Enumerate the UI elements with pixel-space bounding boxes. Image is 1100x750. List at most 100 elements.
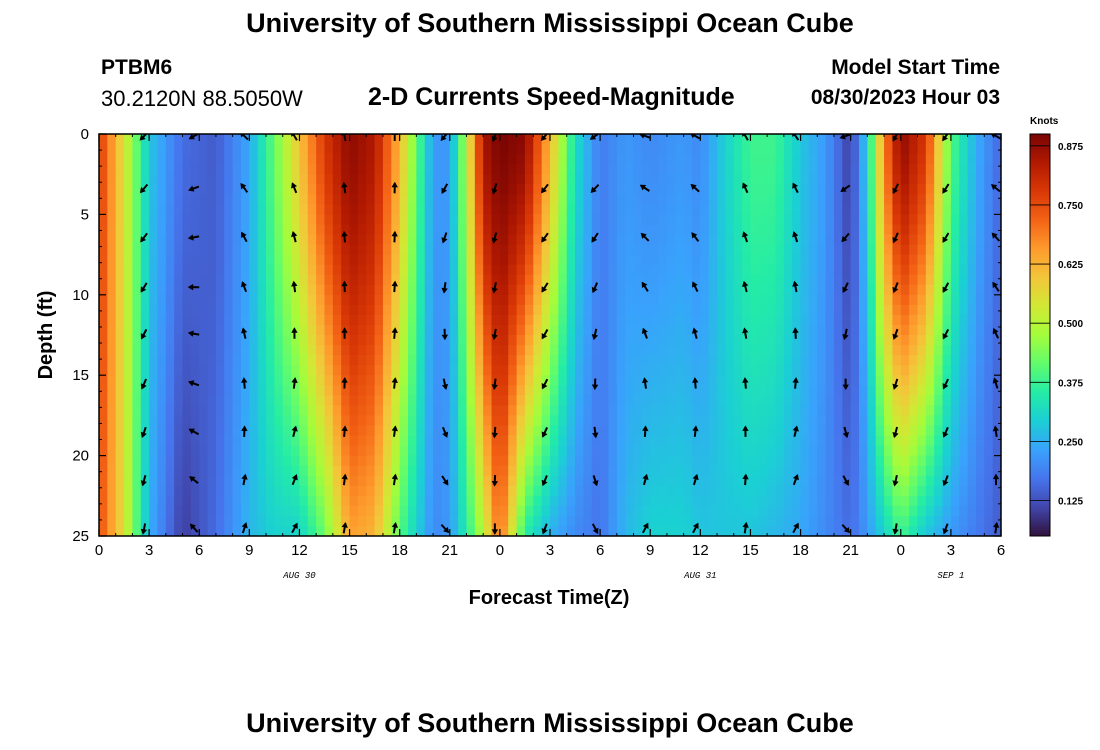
heatmap-cell — [249, 264, 259, 276]
current-arrow — [892, 426, 899, 439]
heatmap-cell — [474, 314, 484, 326]
heatmap-cell — [357, 274, 367, 286]
heatmap-cell — [374, 415, 384, 427]
heatmap-cell — [449, 224, 459, 236]
heatmap-cell — [182, 224, 192, 236]
heatmap-cell — [124, 425, 134, 437]
heatmap-cell — [683, 144, 693, 155]
heatmap-cell — [909, 204, 919, 215]
arrow-head — [942, 236, 949, 243]
heatmap-cell — [742, 435, 752, 447]
heatmap-cell — [249, 485, 259, 497]
heatmap-cell — [491, 385, 501, 396]
heatmap-cell — [859, 435, 868, 447]
heatmap-cell — [508, 274, 518, 286]
heatmap-cell — [399, 164, 409, 175]
heatmap-cell — [783, 284, 793, 296]
heatmap-cell — [124, 214, 134, 226]
heatmap-cell — [641, 144, 651, 155]
heatmap-cell — [758, 495, 768, 507]
heatmap-cell — [466, 505, 476, 517]
heatmap-cell — [942, 515, 952, 527]
heatmap-cell — [833, 144, 843, 155]
heatmap-cell — [215, 355, 225, 366]
heatmap-cell — [174, 244, 184, 256]
heatmap-cell — [190, 304, 200, 316]
heatmap-cell — [591, 385, 601, 396]
arrow-head — [442, 479, 449, 486]
heatmap-cell — [232, 164, 242, 175]
heatmap-cell — [625, 294, 635, 306]
heatmap-cell — [591, 224, 601, 236]
current-arrow — [541, 183, 549, 194]
heatmap-cell — [282, 375, 292, 386]
heatmap-cell — [424, 415, 434, 427]
heatmap-cell — [742, 465, 752, 477]
heatmap-cell — [541, 174, 551, 185]
heatmap-cell — [533, 395, 543, 406]
heatmap-cell — [349, 415, 359, 427]
arrow-head — [140, 528, 148, 535]
heatmap-cell — [558, 415, 568, 427]
heatmap-cell — [708, 274, 718, 286]
heatmap-cell — [641, 435, 651, 447]
heatmap-cell — [416, 395, 426, 406]
heatmap-cell — [967, 345, 977, 356]
heatmap-cell — [299, 385, 309, 396]
heatmap-cell — [833, 154, 843, 165]
heatmap-cell — [232, 505, 242, 517]
heatmap-cell — [508, 244, 518, 256]
heatmap-cell — [307, 214, 317, 226]
heatmap-cell — [115, 365, 125, 376]
heatmap-cell — [992, 164, 1001, 175]
heatmap-cell — [224, 224, 234, 236]
heatmap-cell — [332, 525, 342, 536]
heatmap-cell — [149, 475, 159, 487]
heatmap-cell — [307, 324, 317, 336]
heatmap-cell — [859, 515, 868, 527]
heatmap-cell — [700, 475, 710, 487]
heatmap-cell — [566, 405, 576, 416]
heatmap-cell — [909, 144, 919, 155]
y-tick-label: 0 — [81, 126, 89, 143]
heatmap-cell — [182, 485, 192, 497]
heatmap-cell — [967, 495, 977, 507]
heatmap-cell — [867, 405, 877, 416]
heatmap-cell — [792, 495, 802, 507]
heatmap-cell — [474, 204, 484, 215]
heatmap-cell — [800, 264, 810, 276]
heatmap-cell — [382, 264, 392, 276]
heatmap-cell — [382, 194, 392, 205]
heatmap-cell — [541, 204, 551, 215]
arrow-head — [942, 479, 949, 487]
heatmap-cell — [708, 254, 718, 266]
heatmap-cell — [650, 475, 660, 487]
heatmap-cell — [892, 435, 902, 447]
heatmap-cell — [842, 445, 852, 457]
heatmap-cell — [316, 324, 326, 336]
heatmap-cell — [207, 485, 217, 497]
heatmap-cell — [717, 204, 726, 215]
heatmap-cell — [558, 425, 568, 437]
heatmap-cell — [332, 184, 342, 195]
heatmap-cell — [959, 345, 969, 356]
heatmap-cell — [483, 204, 493, 215]
heatmap-cell — [583, 314, 593, 326]
heatmap-cell — [140, 244, 150, 256]
heatmap-cell — [767, 475, 777, 487]
heatmap-cell — [892, 304, 902, 316]
heatmap-cell — [959, 154, 969, 165]
heatmap-cell — [107, 495, 117, 507]
heatmap-cell — [466, 144, 476, 155]
heatmap-cell — [424, 234, 434, 246]
heatmap-cell — [842, 485, 852, 497]
heatmap-cell — [625, 154, 635, 165]
heatmap-cell — [224, 254, 234, 266]
heatmap-cell — [767, 405, 777, 416]
heatmap-cell — [499, 465, 509, 477]
heatmap-cell — [349, 184, 359, 195]
heatmap-cell — [391, 395, 401, 406]
heatmap-cell — [541, 144, 551, 155]
heatmap-cell — [616, 335, 626, 346]
heatmap-cell — [524, 385, 534, 396]
